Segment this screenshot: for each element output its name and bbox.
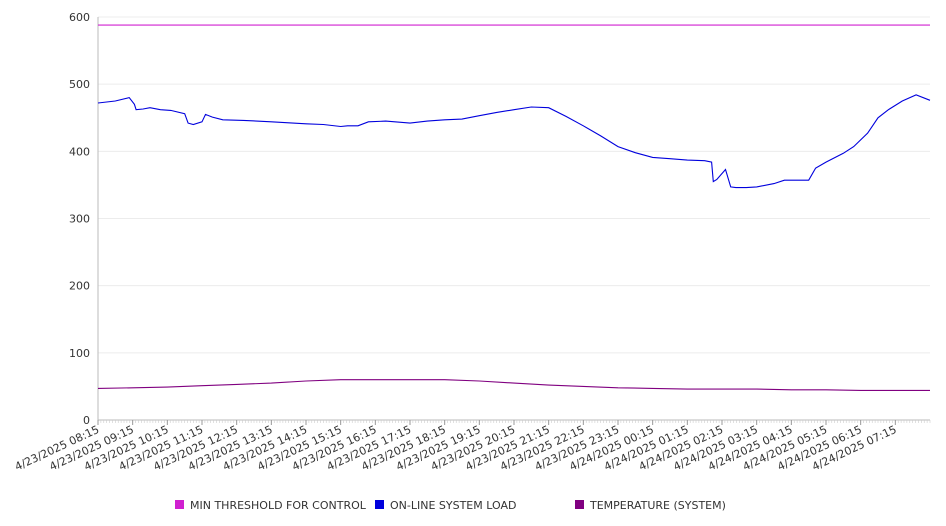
series-line-1 [97, 94, 931, 189]
y-tick-label: 200 [69, 280, 90, 293]
series-lines [97, 24, 931, 391]
y-tick-label: 300 [69, 213, 90, 226]
legend-label: ON-LINE SYSTEM LOAD [390, 499, 516, 512]
y-tick-label: 400 [69, 145, 90, 158]
legend-label: TEMPERATURE (SYSTEM) [589, 499, 726, 512]
legend-swatch [375, 500, 384, 509]
y-tick-label: 600 [69, 11, 90, 24]
legend-swatch [575, 500, 584, 509]
y-tick-label: 100 [69, 347, 90, 360]
legend: MIN THRESHOLD FOR CONTROL ON-LINE SYSTEM … [175, 499, 726, 512]
y-tick-label: 0 [83, 414, 90, 427]
legend-label: MIN THRESHOLD FOR CONTROL [190, 499, 367, 512]
gridlines [98, 16, 930, 354]
series-line-2 [97, 379, 930, 391]
y-tick-label: 500 [69, 78, 90, 91]
legend-swatch [175, 500, 184, 509]
